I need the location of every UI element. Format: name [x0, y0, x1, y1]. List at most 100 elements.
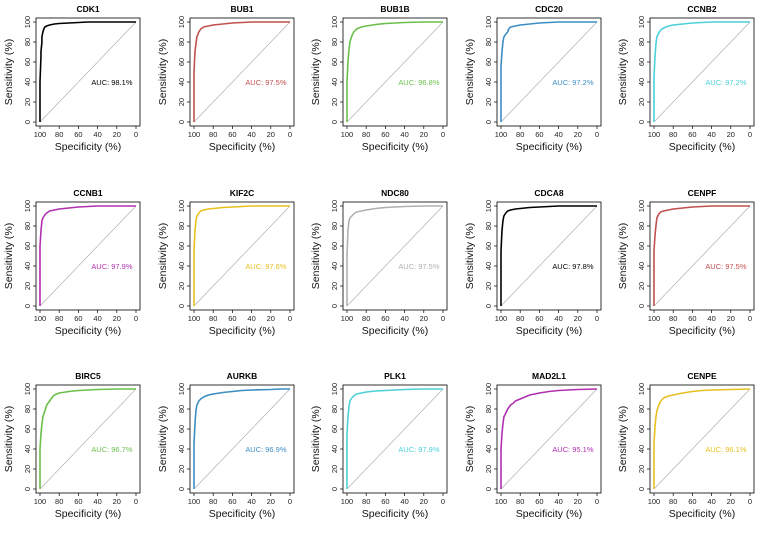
roc-curve: [653, 388, 751, 490]
plot-frame: [649, 384, 755, 494]
roc-panel-cdca8: CDCA8 100 80 60 40 20 0 0 20 40 60 80 100 Specificity…: [461, 184, 615, 368]
x-axis-label: Specificity (%): [516, 326, 582, 337]
y-tick-label: 20: [484, 98, 493, 106]
y-tick-label: 80: [23, 221, 32, 229]
roc-curve: [499, 204, 597, 306]
y-tick-label: 40: [177, 445, 186, 453]
x-tick-label: 100: [495, 314, 508, 323]
auc-annotation: AUC: 97.8%: [552, 262, 594, 271]
x-tick-label: 100: [648, 314, 661, 323]
y-tick-label: 40: [637, 445, 646, 453]
x-tick-label: 40: [93, 130, 101, 139]
y-tick-label: 60: [637, 425, 646, 433]
x-tick-label: 100: [34, 130, 47, 139]
y-axis-label: Sensitivity (%): [158, 39, 169, 105]
chart-title: CENPF: [688, 188, 717, 198]
reference-diagonal: [654, 21, 751, 123]
x-tick-label: 0: [441, 314, 445, 323]
y-tick-label: 100: [484, 383, 493, 396]
reference-diagonal: [346, 388, 444, 490]
x-tick-label: 0: [748, 130, 752, 139]
y-tick-label: 20: [330, 98, 339, 106]
x-tick-label: 40: [401, 497, 409, 506]
x-tick-label: 100: [341, 314, 354, 323]
x-tick-label: 0: [595, 314, 599, 323]
x-tick-label: 100: [648, 497, 661, 506]
x-tick-label: 80: [669, 314, 677, 323]
x-tick-label: 100: [495, 497, 508, 506]
y-tick-label: 60: [484, 58, 493, 66]
roc-curve: [192, 388, 290, 490]
y-tick-label: 0: [330, 304, 339, 308]
auc-annotation: AUC: 97.2%: [706, 78, 748, 87]
x-axis-label: Specificity (%): [208, 326, 274, 337]
chart-title: BIRC5: [75, 371, 101, 381]
auc-annotation: AUC: 96.7%: [91, 445, 133, 454]
x-tick-label: 60: [228, 497, 236, 506]
roc-plot: CCNB1 100 80 60 40 20 0 0 20 40 60 80 100 Specificity…: [4, 188, 141, 337]
x-tick-label: 100: [34, 314, 47, 323]
auc-annotation: AUC: 96.8%: [399, 78, 441, 87]
x-axis-label: Specificity (%): [362, 326, 428, 337]
roc-panel-ndc80: NDC80 100 80 60 40 20 0 0 20 40 60 80 100 Specificity…: [307, 184, 461, 368]
y-tick-label: 80: [330, 221, 339, 229]
roc-plot: MAD2L1 100 80 60 40 20 0 0 20 40 60 80 100 Specificit…: [465, 371, 602, 520]
y-tick-label: 20: [23, 465, 32, 473]
x-tick-label: 0: [134, 130, 138, 139]
x-tick-label: 60: [689, 130, 697, 139]
x-tick-label: 0: [288, 130, 292, 139]
y-tick-label: 100: [23, 383, 32, 396]
auc-annotation: AUC: 98.1%: [91, 78, 133, 87]
roc-plot: CDCA8 100 80 60 40 20 0 0 20 40 60 80 100 Specificity…: [465, 188, 602, 337]
roc-plot: PLK1 100 80 60 40 20 0 0 20 40 60 80 100 Specificity …: [311, 371, 448, 520]
roc-plot: BIRC5 100 80 60 40 20 0 0 20 40 60 80 100 Specificity…: [4, 371, 141, 520]
x-tick-label: 20: [113, 497, 121, 506]
roc-curve: [39, 388, 136, 490]
x-tick-label: 100: [187, 130, 200, 139]
y-tick-label: 20: [177, 465, 186, 473]
x-tick-label: 80: [669, 497, 677, 506]
y-tick-label: 80: [484, 221, 493, 229]
x-tick-label: 0: [288, 314, 292, 323]
reference-diagonal: [193, 21, 290, 123]
x-tick-label: 40: [93, 314, 101, 323]
chart-title: CDCA8: [534, 188, 564, 198]
y-axis-label: Sensitivity (%): [465, 39, 476, 105]
x-tick-label: 40: [708, 314, 716, 323]
y-tick-label: 80: [330, 405, 339, 413]
roc-panel-mad2l1: MAD2L1 100 80 60 40 20 0 0 20 40 60 80 100 Specificit…: [461, 367, 615, 551]
x-tick-label: 80: [209, 497, 217, 506]
x-tick-label: 60: [689, 497, 697, 506]
x-tick-label: 0: [595, 130, 599, 139]
x-tick-label: 40: [554, 497, 562, 506]
y-axis-label: Sensitivity (%): [618, 39, 629, 105]
y-tick-label: 20: [177, 281, 186, 289]
x-tick-label: 0: [595, 497, 599, 506]
y-tick-label: 0: [23, 304, 32, 308]
x-tick-label: 40: [247, 497, 255, 506]
x-tick-label: 80: [362, 130, 370, 139]
x-axis-label: Specificity (%): [55, 326, 121, 337]
roc-curve: [192, 204, 290, 306]
reference-diagonal: [346, 205, 444, 306]
x-axis-label: Specificity (%): [208, 509, 274, 520]
roc-plot: KIF2C 100 80 60 40 20 0 0 20 40 60 80 100 Specificity…: [158, 188, 294, 337]
plot-frame: [35, 384, 141, 494]
x-tick-label: 20: [113, 314, 121, 323]
reference-diagonal: [39, 205, 137, 306]
roc-plot: AURKB 100 80 60 40 20 0 0 20 40 60 80 100 Specificity…: [158, 371, 294, 520]
roc-panel-ccnb1: CCNB1 100 80 60 40 20 0 0 20 40 60 80 100 Specificity…: [0, 184, 154, 368]
y-tick-label: 60: [177, 241, 186, 249]
roc-panel-cdc20: CDC20 100 80 60 40 20 0 0 20 40 60 80 100 Specificity…: [461, 0, 615, 184]
roc-plot: CENPE 100 80 60 40 20 0 0 20 40 60 80 100 Specificity…: [618, 371, 755, 520]
plot-frame: [35, 201, 141, 310]
y-tick-label: 0: [637, 120, 646, 124]
chart-title: CDK1: [76, 4, 99, 14]
roc-plot: CCNB2 100 80 60 40 20 0 0 20 40 60 80 100 Specificity…: [618, 4, 755, 153]
y-tick-label: 0: [484, 487, 493, 491]
x-axis-label: Specificity (%): [516, 142, 582, 153]
y-tick-label: 80: [484, 38, 493, 46]
y-tick-label: 60: [23, 241, 32, 249]
x-tick-label: 60: [228, 130, 236, 139]
y-tick-label: 40: [330, 78, 339, 86]
